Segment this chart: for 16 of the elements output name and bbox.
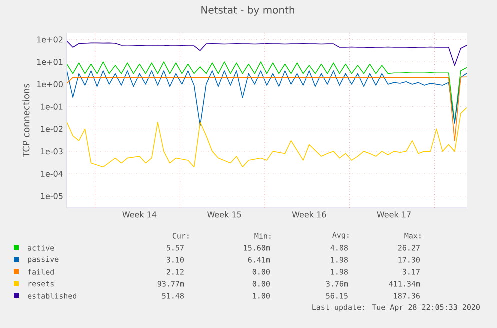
y-tick-label: 1e-02	[41, 126, 63, 132]
y-tick-label: 1e-01	[41, 104, 63, 110]
x-tick-label: Week 17	[377, 212, 411, 218]
y-tick-label: 1e-03	[41, 148, 63, 155]
y-tick-label: 1e+02	[37, 36, 63, 43]
y-tick-label: 1e+01	[37, 59, 63, 66]
line-series	[67, 107, 467, 168]
x-tick-label: Week 14	[122, 212, 157, 218]
y-tick-label: 1e-04	[41, 170, 64, 177]
y-axis-title: TCP connections	[22, 84, 30, 158]
chart-title: Netstat - by month	[202, 6, 294, 16]
y-tick-label: 1e-05	[41, 193, 63, 200]
line-series	[67, 70, 467, 126]
y-tick-label: 1e+00	[37, 81, 63, 88]
x-tick-label: Week 16	[292, 212, 326, 218]
x-tick-label: Week 15	[208, 212, 242, 218]
